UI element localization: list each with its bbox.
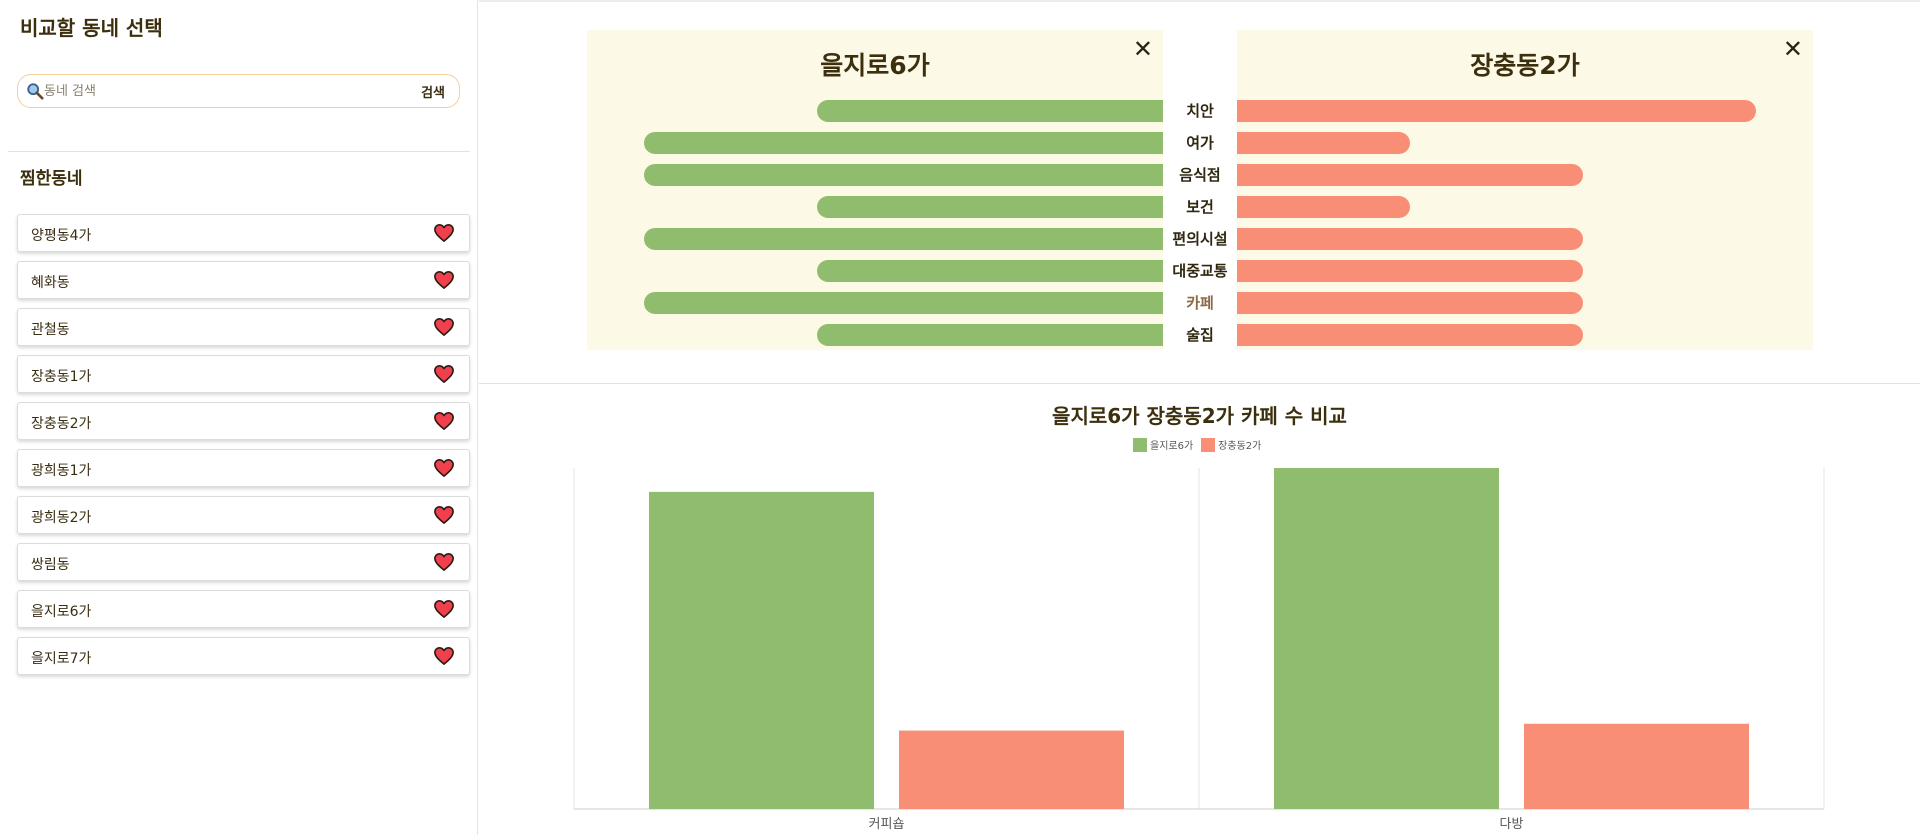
left-score-bar xyxy=(644,132,1163,154)
sidebar: 비교할 동네 선택 검색 찜한동네 양평동4가 혜화동 관철동 장충동1가 장충… xyxy=(0,0,478,835)
right-score-bar xyxy=(1237,324,1583,346)
right-score-bar xyxy=(1237,100,1756,122)
comparison-row: 카페 xyxy=(587,292,1813,314)
right-score-bar xyxy=(1237,292,1583,314)
category-label[interactable]: 여가 xyxy=(1186,134,1214,152)
left-score-bar xyxy=(644,292,1163,314)
sidebar-divider xyxy=(8,151,470,152)
search-input[interactable] xyxy=(44,81,404,101)
sidebar-title: 비교할 동네 선택 xyxy=(20,16,163,40)
favorite-name: 관철동 xyxy=(31,322,70,338)
comparison-row: 대중교통 xyxy=(587,260,1813,282)
right-score-bar xyxy=(1237,196,1410,218)
favorite-item[interactable]: 쌍림동 xyxy=(17,543,470,581)
favorite-item[interactable]: 양평동4가 xyxy=(17,214,470,252)
chart-legend: 을지로6가 장충동2가 xyxy=(1133,437,1261,452)
bar-1-1 xyxy=(1524,723,1749,809)
left-score-bar xyxy=(817,100,1163,122)
favorite-name: 양평동4가 xyxy=(31,228,92,244)
legend-swatch-right xyxy=(1201,437,1216,452)
search-button[interactable]: 검색 xyxy=(421,80,445,103)
left-score-bar xyxy=(644,164,1163,186)
left-score-bar xyxy=(817,196,1163,218)
cafe-bar-chart: 커피숍 다방 xyxy=(573,468,1825,832)
heart-icon[interactable] xyxy=(433,458,455,478)
category-label[interactable]: 대중교통 xyxy=(1172,262,1228,280)
favorite-item[interactable]: 장충동2가 xyxy=(17,402,470,440)
bar-1-0 xyxy=(1274,468,1499,809)
x-tick-label: 다방 xyxy=(1500,817,1524,832)
favorite-name: 광희동1가 xyxy=(31,463,92,479)
heart-icon[interactable] xyxy=(433,599,455,619)
chart-title: 을지로6가 장충동2가 카페 수 비교 xyxy=(1052,404,1347,428)
heart-icon[interactable] xyxy=(433,223,455,243)
bar-0-0 xyxy=(649,491,874,809)
favorite-item[interactable]: 혜화동 xyxy=(17,261,470,299)
heart-icon[interactable] xyxy=(433,505,455,525)
favorites-list: 양평동4가 혜화동 관철동 장충동1가 장충동2가 광희동1가 광희동2가 쌍 xyxy=(17,214,470,684)
right-score-bar xyxy=(1237,260,1583,282)
legend-swatch-left xyxy=(1133,437,1147,452)
left-neighborhood-title: 을지로6가 xyxy=(820,51,930,80)
legend-item-left: 을지로6가 xyxy=(1133,437,1193,452)
favorite-name: 장충동2가 xyxy=(31,416,92,432)
top-border xyxy=(479,0,1920,2)
comparison-row: 음식점 xyxy=(587,164,1813,186)
favorite-item[interactable]: 광희동2가 xyxy=(17,496,470,534)
favorite-name: 을지로7가 xyxy=(31,651,92,667)
category-label[interactable]: 카페 xyxy=(1186,294,1214,312)
heart-icon[interactable] xyxy=(433,317,455,337)
category-label[interactable]: 편의시설 xyxy=(1172,230,1228,248)
category-label[interactable]: 술집 xyxy=(1186,326,1214,344)
favorite-item[interactable]: 광희동1가 xyxy=(17,449,470,487)
favorite-name: 을지로6가 xyxy=(31,604,92,620)
right-neighborhood-title: 장충동2가 xyxy=(1470,51,1580,80)
favorite-item[interactable]: 을지로7가 xyxy=(17,637,470,675)
favorite-item[interactable]: 을지로6가 xyxy=(17,590,470,628)
section-divider xyxy=(479,383,1920,384)
comparison-row: 편의시설 xyxy=(587,228,1813,250)
legend-label-left: 을지로6가 xyxy=(1150,441,1194,452)
legend-item-right: 장충동2가 xyxy=(1201,437,1261,452)
heart-icon[interactable] xyxy=(433,364,455,384)
heart-icon[interactable] xyxy=(433,552,455,572)
heart-icon[interactable] xyxy=(433,646,455,666)
category-label[interactable]: 보건 xyxy=(1186,198,1214,216)
comparison-row: 술집 xyxy=(587,324,1813,346)
favorite-item[interactable]: 장충동1가 xyxy=(17,355,470,393)
x-tick-label: 커피숍 xyxy=(869,817,905,832)
close-right-icon[interactable]: ✕ xyxy=(1782,35,1803,63)
favorite-name: 혜화동 xyxy=(31,275,70,291)
heart-icon[interactable] xyxy=(433,411,455,431)
left-score-bar xyxy=(817,324,1163,346)
right-score-bar xyxy=(1237,132,1410,154)
search-icon xyxy=(27,83,44,100)
favorites-title: 찜한동네 xyxy=(20,169,83,189)
legend-label-right: 장충동2가 xyxy=(1218,441,1262,452)
category-label[interactable]: 치안 xyxy=(1186,102,1214,120)
bar-0-1 xyxy=(899,730,1124,809)
left-score-bar xyxy=(817,260,1163,282)
favorite-name: 광희동2가 xyxy=(31,510,92,526)
close-left-icon[interactable]: ✕ xyxy=(1132,35,1153,63)
favorite-item[interactable]: 관철동 xyxy=(17,308,470,346)
category-label[interactable]: 음식점 xyxy=(1179,166,1221,184)
right-score-bar xyxy=(1237,164,1583,186)
comparison-row: 여가 xyxy=(587,132,1813,154)
favorite-name: 장충동1가 xyxy=(31,369,92,385)
left-score-bar xyxy=(644,228,1163,250)
comparison-row: 보건 xyxy=(587,196,1813,218)
right-score-bar xyxy=(1237,228,1583,250)
comparison-row: 치안 xyxy=(587,100,1813,122)
favorite-name: 쌍림동 xyxy=(31,557,70,573)
heart-icon[interactable] xyxy=(433,270,455,290)
search-box: 검색 xyxy=(17,74,460,108)
